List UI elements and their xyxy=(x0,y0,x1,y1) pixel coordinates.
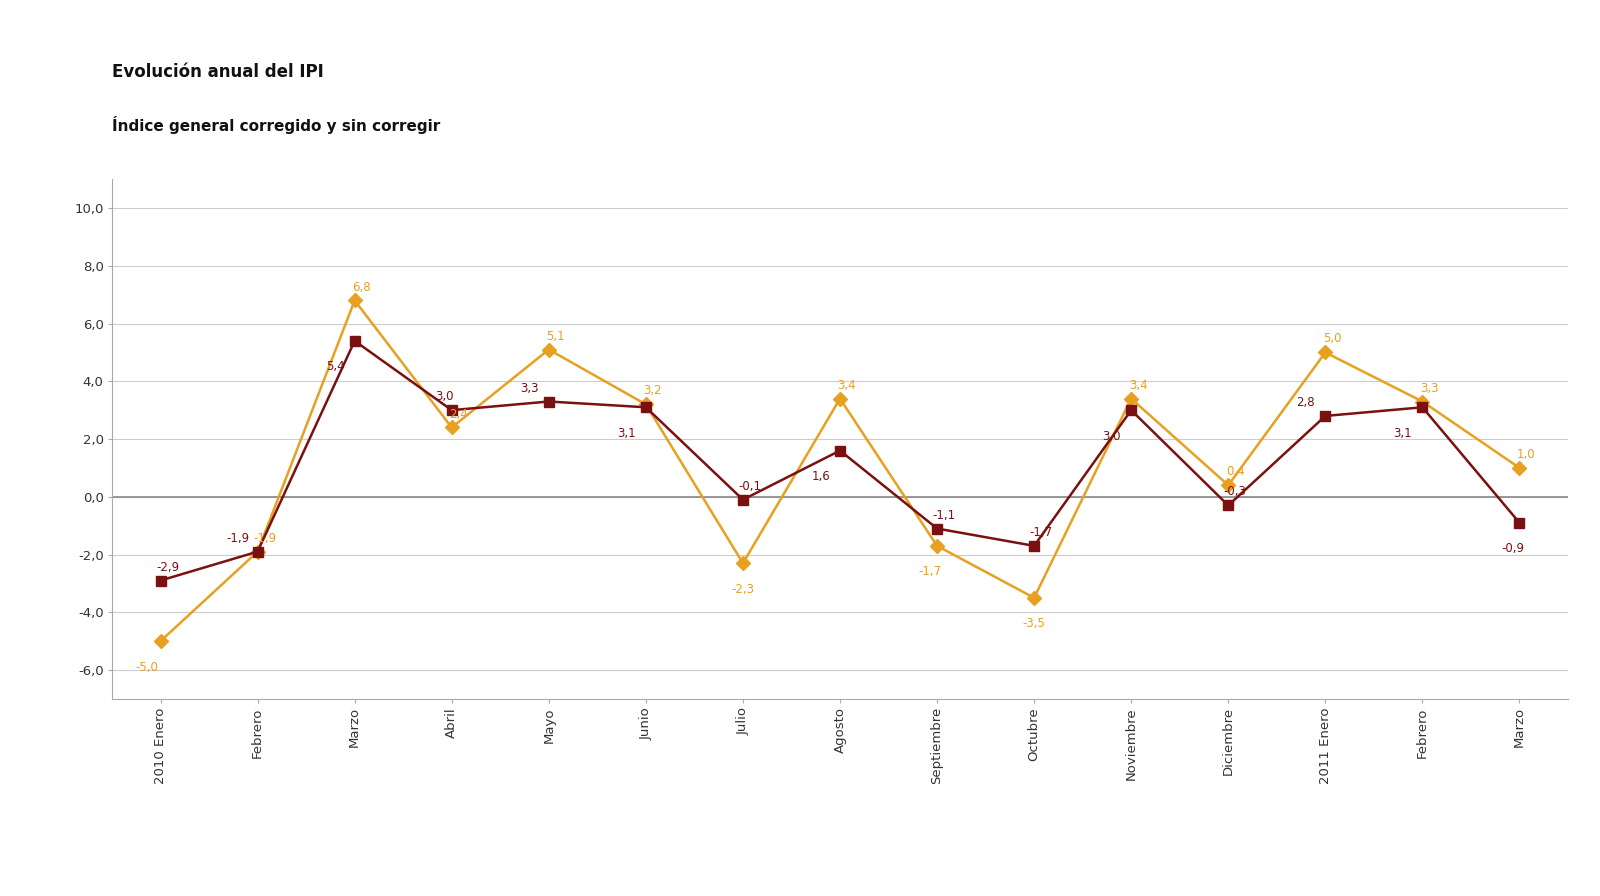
Text: -0,3: -0,3 xyxy=(1224,486,1246,498)
Text: 2,4: 2,4 xyxy=(450,408,469,420)
Text: 3,1: 3,1 xyxy=(1394,426,1413,440)
Text: Evolución anual del IPI: Evolución anual del IPI xyxy=(112,63,323,81)
Sin corregir xyxy=(539,344,558,355)
Sin corregir xyxy=(1413,396,1432,407)
Text: -1,7: -1,7 xyxy=(918,565,942,578)
Sin corregir xyxy=(248,547,267,557)
Text: 5,4: 5,4 xyxy=(326,360,344,374)
Text: -1,9: -1,9 xyxy=(227,531,250,545)
Text: 3,2: 3,2 xyxy=(643,384,662,398)
Text: 3,0: 3,0 xyxy=(435,391,454,403)
Corregido xyxy=(1122,405,1141,416)
Text: 3,3: 3,3 xyxy=(1421,382,1438,394)
Text: -0,9: -0,9 xyxy=(1501,542,1525,556)
Text: 0,4: 0,4 xyxy=(1226,465,1245,478)
Sin corregir xyxy=(1315,347,1334,358)
Sin corregir xyxy=(1122,393,1141,404)
Text: 3,0: 3,0 xyxy=(1102,429,1122,443)
Text: 3,3: 3,3 xyxy=(520,382,539,394)
Text: -5,0: -5,0 xyxy=(136,660,158,674)
Text: -1,7: -1,7 xyxy=(1029,526,1053,538)
Corregido xyxy=(1510,517,1530,528)
Corregido xyxy=(442,405,461,416)
Corregido xyxy=(1315,410,1334,421)
Corregido xyxy=(1413,402,1432,413)
Sin corregir xyxy=(1024,592,1043,603)
Text: -2,9: -2,9 xyxy=(155,561,179,573)
Corregido xyxy=(733,495,752,505)
Corregido xyxy=(928,523,947,534)
Line: Corregido: Corregido xyxy=(155,336,1525,585)
Corregido xyxy=(248,547,267,557)
Text: -1,1: -1,1 xyxy=(933,509,955,521)
Sin corregir xyxy=(733,558,752,569)
Text: -3,5: -3,5 xyxy=(1022,617,1045,630)
Text: 2,8: 2,8 xyxy=(1296,396,1315,409)
Sin corregir xyxy=(637,399,656,409)
Corregido xyxy=(150,575,170,586)
Text: Índice general corregido y sin corregir: Índice general corregido y sin corregir xyxy=(112,116,440,134)
Text: 1,0: 1,0 xyxy=(1517,448,1536,461)
Text: 3,4: 3,4 xyxy=(838,379,856,392)
Sin corregir xyxy=(830,393,850,404)
Corregido xyxy=(346,335,365,346)
Text: 5,1: 5,1 xyxy=(547,330,565,342)
Sin corregir xyxy=(928,540,947,551)
Corregido xyxy=(1219,500,1238,511)
Corregido xyxy=(1024,540,1043,551)
Text: 3,1: 3,1 xyxy=(618,426,635,440)
Text: 3,4: 3,4 xyxy=(1130,379,1147,392)
Corregido xyxy=(637,402,656,413)
Corregido xyxy=(830,445,850,456)
Corregido xyxy=(539,396,558,407)
Sin corregir xyxy=(346,295,365,306)
Sin corregir xyxy=(442,422,461,433)
Text: 6,8: 6,8 xyxy=(352,280,371,294)
Text: 5,0: 5,0 xyxy=(1323,332,1341,346)
Text: -2,3: -2,3 xyxy=(731,582,755,596)
Sin corregir xyxy=(1219,480,1238,491)
Sin corregir xyxy=(150,636,170,647)
Line: Sin corregir: Sin corregir xyxy=(155,296,1525,646)
Text: -0,1: -0,1 xyxy=(738,479,762,493)
Text: 1,6: 1,6 xyxy=(811,470,830,483)
Text: -1,9: -1,9 xyxy=(253,531,277,545)
Sin corregir xyxy=(1510,462,1530,473)
